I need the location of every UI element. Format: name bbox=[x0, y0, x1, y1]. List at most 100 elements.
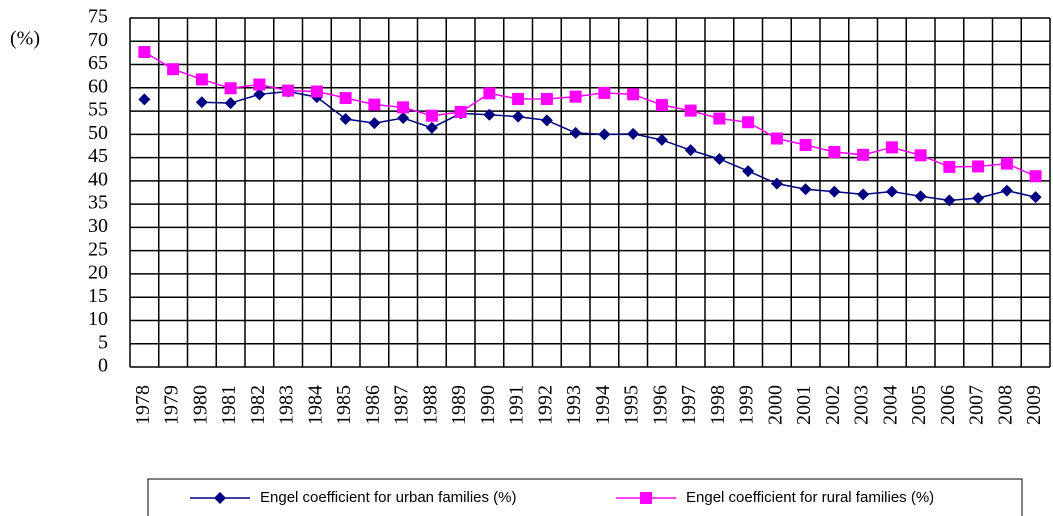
data-point bbox=[368, 98, 381, 111]
x-tick-label: 2007 bbox=[966, 385, 988, 425]
data-point bbox=[828, 146, 841, 159]
data-point bbox=[684, 104, 697, 117]
data-point bbox=[972, 192, 985, 205]
y-tick-label: 70 bbox=[88, 29, 108, 51]
data-point bbox=[943, 160, 956, 173]
legend-marker bbox=[640, 492, 652, 504]
data-point bbox=[224, 82, 237, 95]
data-point bbox=[425, 121, 438, 134]
data-point bbox=[713, 152, 726, 165]
data-point bbox=[454, 105, 467, 118]
x-tick-label: 2006 bbox=[937, 385, 959, 425]
data-point bbox=[195, 96, 208, 109]
y-tick-label: 0 bbox=[98, 355, 108, 377]
data-point bbox=[224, 97, 237, 110]
x-tick-label: 1979 bbox=[161, 385, 183, 425]
y-tick-label: 40 bbox=[88, 168, 108, 190]
data-point bbox=[253, 88, 266, 101]
data-point bbox=[512, 92, 525, 105]
data-point bbox=[368, 117, 381, 130]
legend-box bbox=[147, 478, 1023, 516]
x-tick-label: 1988 bbox=[419, 385, 441, 425]
x-tick-label: 1993 bbox=[563, 385, 585, 425]
data-point bbox=[972, 160, 985, 173]
data-point bbox=[167, 63, 180, 76]
data-point bbox=[770, 177, 783, 190]
data-point bbox=[770, 132, 783, 145]
x-tick-label: 1998 bbox=[707, 385, 729, 425]
y-tick-label: 35 bbox=[88, 192, 108, 214]
x-tick-label: 1989 bbox=[448, 385, 470, 425]
data-point bbox=[684, 144, 697, 157]
y-tick-label: 5 bbox=[98, 331, 108, 353]
data-point bbox=[655, 99, 668, 112]
y-tick-label: 50 bbox=[88, 122, 108, 144]
x-tick-label: 1995 bbox=[621, 385, 643, 425]
y-tick-label: 20 bbox=[88, 262, 108, 284]
data-point bbox=[483, 108, 496, 121]
data-point bbox=[742, 116, 755, 129]
y-tick-label: 30 bbox=[88, 215, 108, 237]
data-point bbox=[799, 139, 812, 152]
y-tick-label: 55 bbox=[88, 99, 108, 121]
x-tick-label: 1999 bbox=[736, 385, 758, 425]
x-tick-label: 1991 bbox=[506, 385, 528, 425]
data-point bbox=[627, 88, 640, 101]
data-point bbox=[914, 149, 927, 162]
legend-label: Engel coefficient for urban families (%) bbox=[260, 489, 517, 506]
x-tick-label: 1994 bbox=[592, 385, 614, 425]
y-tick-label: 45 bbox=[88, 145, 108, 167]
x-tick-label: 1985 bbox=[333, 385, 355, 425]
y-tick-label: 25 bbox=[88, 238, 108, 260]
data-point bbox=[885, 185, 898, 198]
data-point bbox=[195, 73, 208, 86]
data-point bbox=[138, 93, 151, 106]
y-tick-label: 60 bbox=[88, 75, 108, 97]
x-tick-label: 1996 bbox=[649, 385, 671, 425]
data-point bbox=[1000, 184, 1013, 197]
data-point bbox=[1029, 191, 1042, 204]
data-point bbox=[569, 126, 582, 139]
x-tick-label: 1992 bbox=[534, 385, 556, 425]
x-tick-label: 1990 bbox=[477, 385, 499, 425]
data-point bbox=[310, 85, 323, 98]
x-tick-label: 2004 bbox=[879, 385, 901, 425]
x-tick-label: 1981 bbox=[218, 385, 240, 425]
x-tick-label: 2002 bbox=[822, 385, 844, 425]
x-tick-label: 2001 bbox=[793, 385, 815, 425]
x-tick-label: 1978 bbox=[132, 385, 154, 425]
data-point bbox=[1000, 157, 1013, 170]
data-point bbox=[943, 194, 956, 207]
data-point bbox=[742, 165, 755, 178]
data-point bbox=[540, 92, 553, 105]
x-tick-label: 2005 bbox=[908, 385, 930, 425]
data-point bbox=[828, 185, 841, 198]
data-point bbox=[655, 133, 668, 146]
x-tick-label: 1987 bbox=[391, 385, 413, 425]
data-point bbox=[397, 112, 410, 125]
data-point bbox=[627, 127, 640, 140]
x-tick-label: 1980 bbox=[189, 385, 211, 425]
data-point bbox=[569, 90, 582, 103]
data-point bbox=[512, 110, 525, 123]
data-point bbox=[483, 87, 496, 100]
data-point bbox=[857, 148, 870, 161]
data-point bbox=[799, 183, 812, 196]
legend-marker bbox=[214, 492, 226, 504]
x-tick-label: 2009 bbox=[1023, 385, 1045, 425]
data-point bbox=[253, 78, 266, 91]
data-point bbox=[282, 84, 295, 97]
y-tick-label: 65 bbox=[88, 52, 108, 74]
y-tick-label: 75 bbox=[88, 6, 108, 28]
data-point bbox=[397, 101, 410, 114]
data-point bbox=[857, 188, 870, 201]
x-tick-label: 2003 bbox=[851, 385, 873, 425]
data-point bbox=[339, 92, 352, 105]
x-tick-label: 1982 bbox=[247, 385, 269, 425]
x-tick-label: 2008 bbox=[994, 385, 1016, 425]
data-point bbox=[914, 190, 927, 203]
x-tick-label: 1983 bbox=[276, 385, 298, 425]
x-tick-label: 1984 bbox=[304, 385, 326, 425]
data-point bbox=[339, 112, 352, 125]
